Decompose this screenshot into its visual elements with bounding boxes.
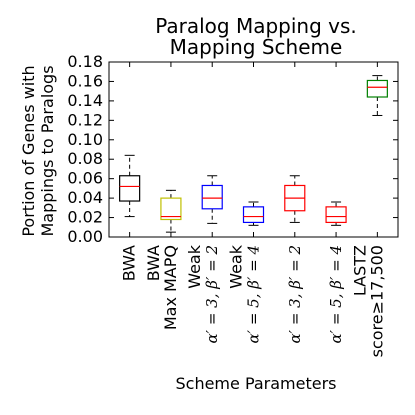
y-tick-label: 0.14 xyxy=(67,91,103,110)
box-body xyxy=(325,206,347,224)
x-tick-label-line: Weak xyxy=(185,244,204,289)
x-tick-label-line: Max MAPQ xyxy=(161,245,180,330)
y-tick-label: 0.04 xyxy=(67,188,103,207)
x-tick-label-line: LASTZ xyxy=(350,245,369,296)
box-4 xyxy=(242,201,265,226)
x-tick-label-line: α′ = 3, β′ = 2 xyxy=(286,245,304,343)
y-tick-label: 0.08 xyxy=(67,149,103,168)
x-tick-label-line: α′ = 5, β′ = 4 xyxy=(327,245,345,343)
y-axis-ticks: 0.000.020.040.060.080.100.120.140.160.18 xyxy=(67,52,398,246)
x-tick-label-line: Weak xyxy=(227,244,246,289)
box-3 xyxy=(201,175,223,224)
y-axis-label: Portion of Genes with Mappings to Paralog… xyxy=(19,65,57,236)
x-tick-label: Weak α′ = 5, β′ = 4 xyxy=(227,244,263,343)
y-tick-label: 0.02 xyxy=(67,208,103,227)
box-1 xyxy=(119,154,141,218)
y-tick-label: 0.12 xyxy=(67,110,103,129)
box-body xyxy=(242,206,265,224)
y-tick-label: 0.16 xyxy=(67,71,103,90)
y-tick-label: 0.06 xyxy=(67,169,103,188)
plot-frame xyxy=(108,61,399,238)
box-2 xyxy=(160,189,182,233)
y-tick-label: 0.00 xyxy=(67,227,103,246)
plot-area xyxy=(108,61,399,238)
x-tick-label: α′ = 5, β′ = 4 xyxy=(327,245,345,343)
chart-title: Paralog Mapping vs.Mapping Scheme xyxy=(155,14,357,59)
box-body xyxy=(201,184,223,210)
x-axis-label: Scheme Parameters xyxy=(175,374,336,393)
chart-title-line: Paralog Mapping vs. xyxy=(155,14,357,38)
box-5 xyxy=(284,175,306,223)
box-body xyxy=(119,175,141,202)
x-tick-label-line: α′ = 3, β′ = 2 xyxy=(203,245,221,343)
x-tick-label-line: score≥17,500 xyxy=(367,245,386,357)
box-body xyxy=(366,79,388,98)
chart-title-line: Mapping Scheme xyxy=(170,35,343,59)
box-body xyxy=(160,197,182,221)
y-axis-label-line: Portion of Genes with xyxy=(19,65,38,236)
x-tick-label-line: BWA xyxy=(144,245,163,281)
x-tick-label: Weak α′ = 3, β′ = 2 xyxy=(185,244,221,343)
x-tick-label-line: α′ = 5, β′ = 4 xyxy=(245,245,263,343)
x-tick-label: α′ = 3, β′ = 2 xyxy=(286,245,304,343)
box-7 xyxy=(366,75,388,116)
y-tick-label: 0.10 xyxy=(67,130,103,149)
y-axis-label-line: Mappings to Paralogs xyxy=(38,65,57,236)
x-tick-label-line: BWA xyxy=(120,245,139,281)
x-tick-label: BWA xyxy=(120,245,139,281)
y-tick-label: 0.18 xyxy=(67,52,103,71)
box-6 xyxy=(325,201,347,226)
